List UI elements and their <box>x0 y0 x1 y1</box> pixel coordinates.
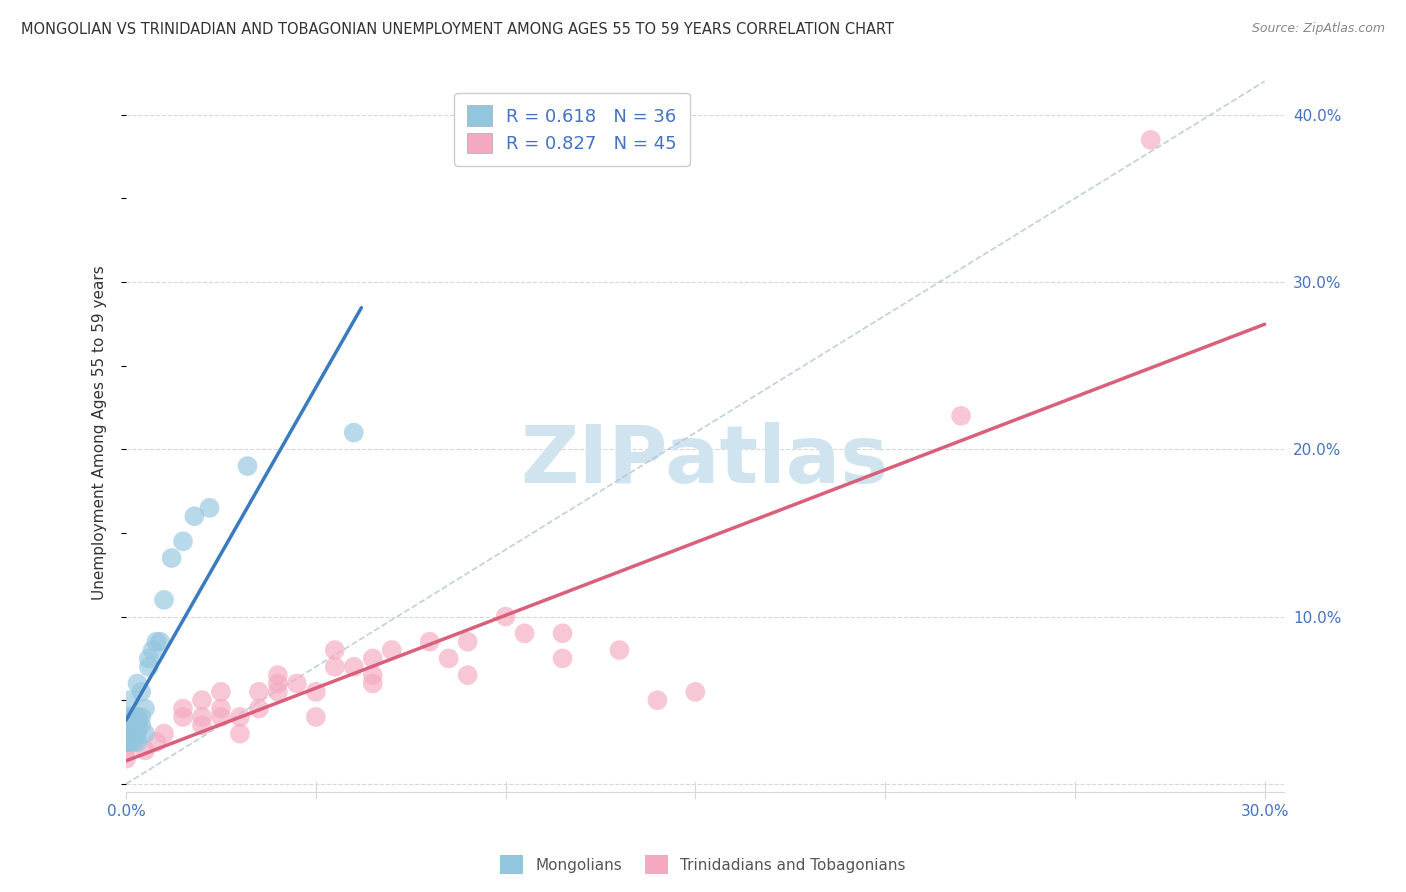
Point <box>323 643 346 657</box>
Point <box>229 710 252 724</box>
Point <box>305 710 328 724</box>
Point <box>129 718 152 732</box>
Point <box>229 727 252 741</box>
Point <box>118 693 141 707</box>
Point <box>118 718 141 732</box>
Point <box>115 735 138 749</box>
Point <box>134 743 156 757</box>
Point <box>122 710 145 724</box>
Point <box>153 592 176 607</box>
Point <box>236 458 259 473</box>
Point <box>437 651 460 665</box>
Point <box>267 685 290 699</box>
Point <box>172 701 194 715</box>
Point <box>129 710 152 724</box>
Point <box>609 643 631 657</box>
Point <box>949 409 972 423</box>
Point <box>361 668 384 682</box>
Point <box>134 727 156 741</box>
Point <box>685 685 707 699</box>
Point <box>127 710 149 724</box>
Text: MONGOLIAN VS TRINIDADIAN AND TOBAGONIAN UNEMPLOYMENT AMONG AGES 55 TO 59 YEARS C: MONGOLIAN VS TRINIDADIAN AND TOBAGONIAN … <box>21 22 894 37</box>
Point <box>361 676 384 690</box>
Point <box>138 651 160 665</box>
Point <box>138 659 160 673</box>
Point <box>209 701 232 715</box>
Point <box>127 735 149 749</box>
Point <box>209 685 232 699</box>
Point <box>1139 133 1161 147</box>
Text: ZIPatlas: ZIPatlas <box>520 423 889 500</box>
Point <box>647 693 669 707</box>
Point <box>247 701 270 715</box>
Point <box>183 509 205 524</box>
Point <box>122 727 145 741</box>
Point <box>551 651 574 665</box>
Point <box>145 735 167 749</box>
Point <box>198 500 221 515</box>
Point <box>115 727 138 741</box>
Point <box>495 609 517 624</box>
Point <box>247 685 270 699</box>
Point <box>115 710 138 724</box>
Point <box>115 735 138 749</box>
Point <box>513 626 536 640</box>
Point <box>457 634 479 648</box>
Point <box>267 676 290 690</box>
Point <box>145 634 167 648</box>
Point <box>149 634 172 648</box>
Point <box>115 727 138 741</box>
Point <box>209 710 232 724</box>
Point <box>153 727 176 741</box>
Point <box>343 659 366 673</box>
Point <box>115 743 138 757</box>
Point <box>419 634 441 648</box>
Point <box>285 676 308 690</box>
Point <box>323 659 346 673</box>
Point <box>134 701 156 715</box>
Text: Source: ZipAtlas.com: Source: ZipAtlas.com <box>1251 22 1385 36</box>
Point <box>127 718 149 732</box>
Point <box>127 727 149 741</box>
Point <box>551 626 574 640</box>
Point <box>142 643 165 657</box>
Point <box>118 710 141 724</box>
Point <box>191 710 214 724</box>
Point <box>122 735 145 749</box>
Point <box>115 710 138 724</box>
Point <box>191 718 214 732</box>
Point <box>129 685 152 699</box>
Point <box>115 718 138 732</box>
Point <box>127 676 149 690</box>
Point <box>115 735 138 749</box>
Point <box>191 693 214 707</box>
Point <box>172 710 194 724</box>
Legend: R = 0.618   N = 36, R = 0.827   N = 45: R = 0.618 N = 36, R = 0.827 N = 45 <box>454 93 689 166</box>
Point <box>457 668 479 682</box>
Legend: Mongolians, Trinidadians and Tobagonians: Mongolians, Trinidadians and Tobagonians <box>494 849 912 880</box>
Point <box>118 735 141 749</box>
Point <box>172 534 194 549</box>
Point <box>305 685 328 699</box>
Point <box>115 727 138 741</box>
Point <box>115 752 138 766</box>
Point <box>343 425 366 440</box>
Point <box>160 551 183 566</box>
Point <box>361 651 384 665</box>
Point <box>381 643 404 657</box>
Y-axis label: Unemployment Among Ages 55 to 59 years: Unemployment Among Ages 55 to 59 years <box>93 265 107 600</box>
Point <box>267 668 290 682</box>
